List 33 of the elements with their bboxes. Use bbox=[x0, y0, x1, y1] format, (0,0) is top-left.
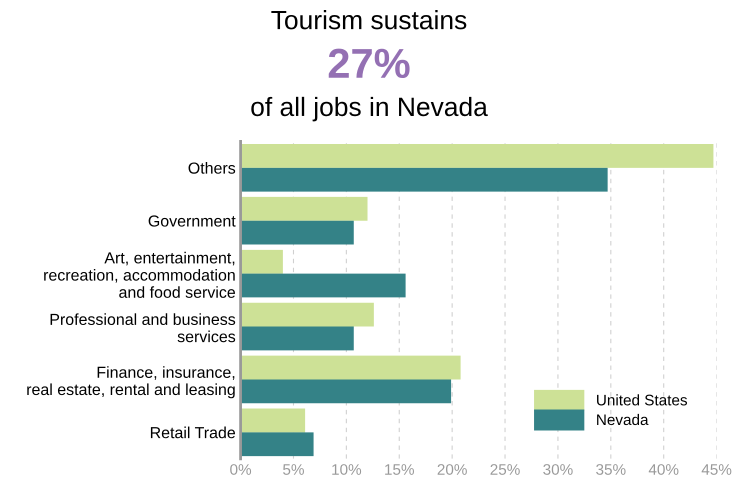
bar bbox=[240, 250, 283, 274]
chart-subtitle: 27% bbox=[328, 48, 410, 78]
bar bbox=[240, 379, 452, 404]
bar bbox=[240, 220, 354, 245]
legend-label: United States bbox=[597, 394, 688, 406]
x-tick-label: 15% bbox=[385, 464, 414, 475]
x-tick-label: 0% bbox=[230, 464, 252, 475]
y-tick-label: Art, entertainment, recreation, accommodation and food service bbox=[44, 252, 236, 298]
chart-title: Tourism sustains bbox=[271, 10, 466, 30]
x-tick-label: 25% bbox=[490, 464, 520, 475]
bar bbox=[240, 302, 374, 327]
x-tick-label: 10% bbox=[332, 464, 362, 475]
bar bbox=[240, 326, 354, 350]
y-tick-label: Retail Trade bbox=[150, 426, 236, 438]
bar bbox=[240, 168, 608, 192]
x-tick-label: 20% bbox=[438, 464, 467, 475]
legend-label: Nevada bbox=[597, 414, 649, 426]
y-tick-label: Government bbox=[148, 215, 236, 227]
bar bbox=[240, 274, 406, 298]
x-tick-label: 35% bbox=[596, 464, 626, 475]
bar bbox=[240, 196, 368, 221]
text: of all jobs in Nevada bbox=[251, 96, 488, 122]
y-tick-label: Professional and business services bbox=[50, 313, 236, 342]
x-tick-label: 45% bbox=[702, 464, 732, 475]
x-tick-label: 40% bbox=[648, 464, 678, 475]
y-tick-label: Others bbox=[188, 162, 236, 174]
x-tick-label: 5% bbox=[283, 464, 304, 475]
x-tick-label: 30% bbox=[543, 464, 573, 475]
y-tick-label: Finance, insurance, real estate, rental and leasing bbox=[27, 366, 235, 398]
bar bbox=[240, 356, 461, 380]
bar bbox=[240, 408, 306, 432]
bar bbox=[240, 432, 314, 456]
bar bbox=[240, 144, 714, 168]
